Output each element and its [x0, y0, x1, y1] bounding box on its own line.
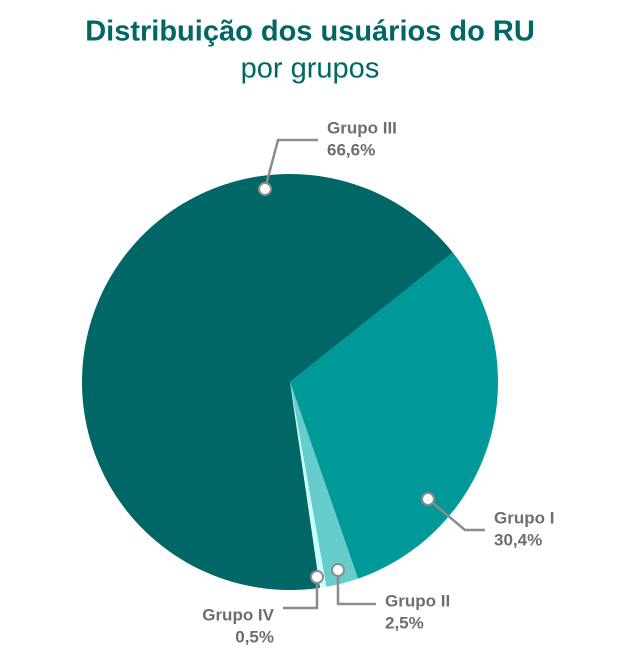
slice-value-label: 30,4% — [494, 530, 542, 549]
slice-label: Grupo II — [385, 591, 450, 610]
leader-dot — [331, 563, 345, 577]
leader-line — [263, 138, 318, 190]
leader-dot — [421, 492, 435, 506]
slice-label: Grupo IV — [202, 605, 274, 624]
pie-slice — [82, 174, 453, 591]
leader-dot — [310, 570, 324, 584]
chart-title: Distribuição dos usuários do RU — [85, 16, 535, 48]
slice-value-label: 0,5% — [235, 627, 274, 646]
pie-slice — [290, 382, 327, 588]
leader-dot — [258, 182, 272, 196]
leader-line — [427, 498, 485, 532]
leader-line — [336, 570, 376, 606]
chart-subtitle: por grupos — [241, 53, 380, 85]
slice-label: Grupo III — [327, 118, 397, 137]
slice-value-label: 66,6% — [327, 140, 375, 159]
slice-label: Grupo I — [494, 508, 554, 527]
pie-slice — [290, 382, 358, 587]
pie-slice — [290, 252, 499, 579]
slice-value-label: 2,5% — [385, 613, 424, 632]
leader-line — [283, 577, 319, 610]
